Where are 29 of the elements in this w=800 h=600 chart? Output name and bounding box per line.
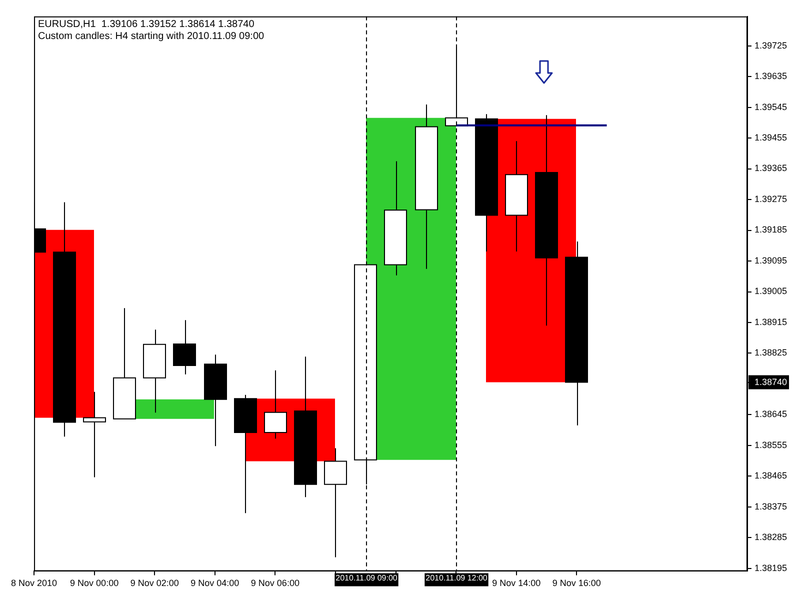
y-tick-label: 1.39365 xyxy=(754,163,788,174)
y-tick-label: 1.38825 xyxy=(754,348,788,358)
y-tick-label: 1.38285 xyxy=(754,532,788,542)
ref-line-label: 2010.11.09 09:00 xyxy=(336,573,398,582)
x-tick-label: 9 Nov 14:00 xyxy=(492,578,541,588)
x-tick-label: 9 Nov 02:00 xyxy=(130,578,179,588)
y-tick-label: 1.38915 xyxy=(754,316,788,327)
ref-line-label: 2010.11.09 12:00 xyxy=(426,573,488,582)
x-tick-label: 9 Nov 16:00 xyxy=(552,578,601,588)
y-tick-label: 1.39095 xyxy=(754,255,788,266)
x-tick-label: 9 Nov 06:00 xyxy=(250,578,300,588)
x-tick-label: 9 Nov 04:00 xyxy=(190,578,240,588)
chart-title: EURUSD,H1 1.39106 1.39152 1.38614 1.38740 xyxy=(38,19,255,30)
y-tick-label: 1.39275 xyxy=(754,194,788,204)
y-tick-label: 1.38645 xyxy=(754,409,788,420)
y-tick-label: 1.39545 xyxy=(754,102,788,112)
y-tick-label: 1.39185 xyxy=(754,224,788,235)
text: Custom candles: H4 starting with 2010.11.09 09:00 xyxy=(38,31,265,42)
y-tick-label: 1.39635 xyxy=(754,71,788,82)
y-tick-label: 1.38465 xyxy=(754,470,788,481)
y-tick-label: 1.38740 xyxy=(754,376,788,387)
y-tick-label: 1.39725 xyxy=(754,40,788,50)
x-tick-label: 8 Nov 2010 xyxy=(10,578,58,588)
y-tick-label: 1.38555 xyxy=(754,440,788,450)
y-tick-label: 1.39455 xyxy=(754,132,788,143)
y-tick-label: 1.39005 xyxy=(754,286,788,296)
y-tick-label: 1.38195 xyxy=(754,562,788,573)
y-tick-label: 1.38375 xyxy=(754,501,788,512)
x-tick-label: 9 Nov 00:00 xyxy=(70,578,119,588)
